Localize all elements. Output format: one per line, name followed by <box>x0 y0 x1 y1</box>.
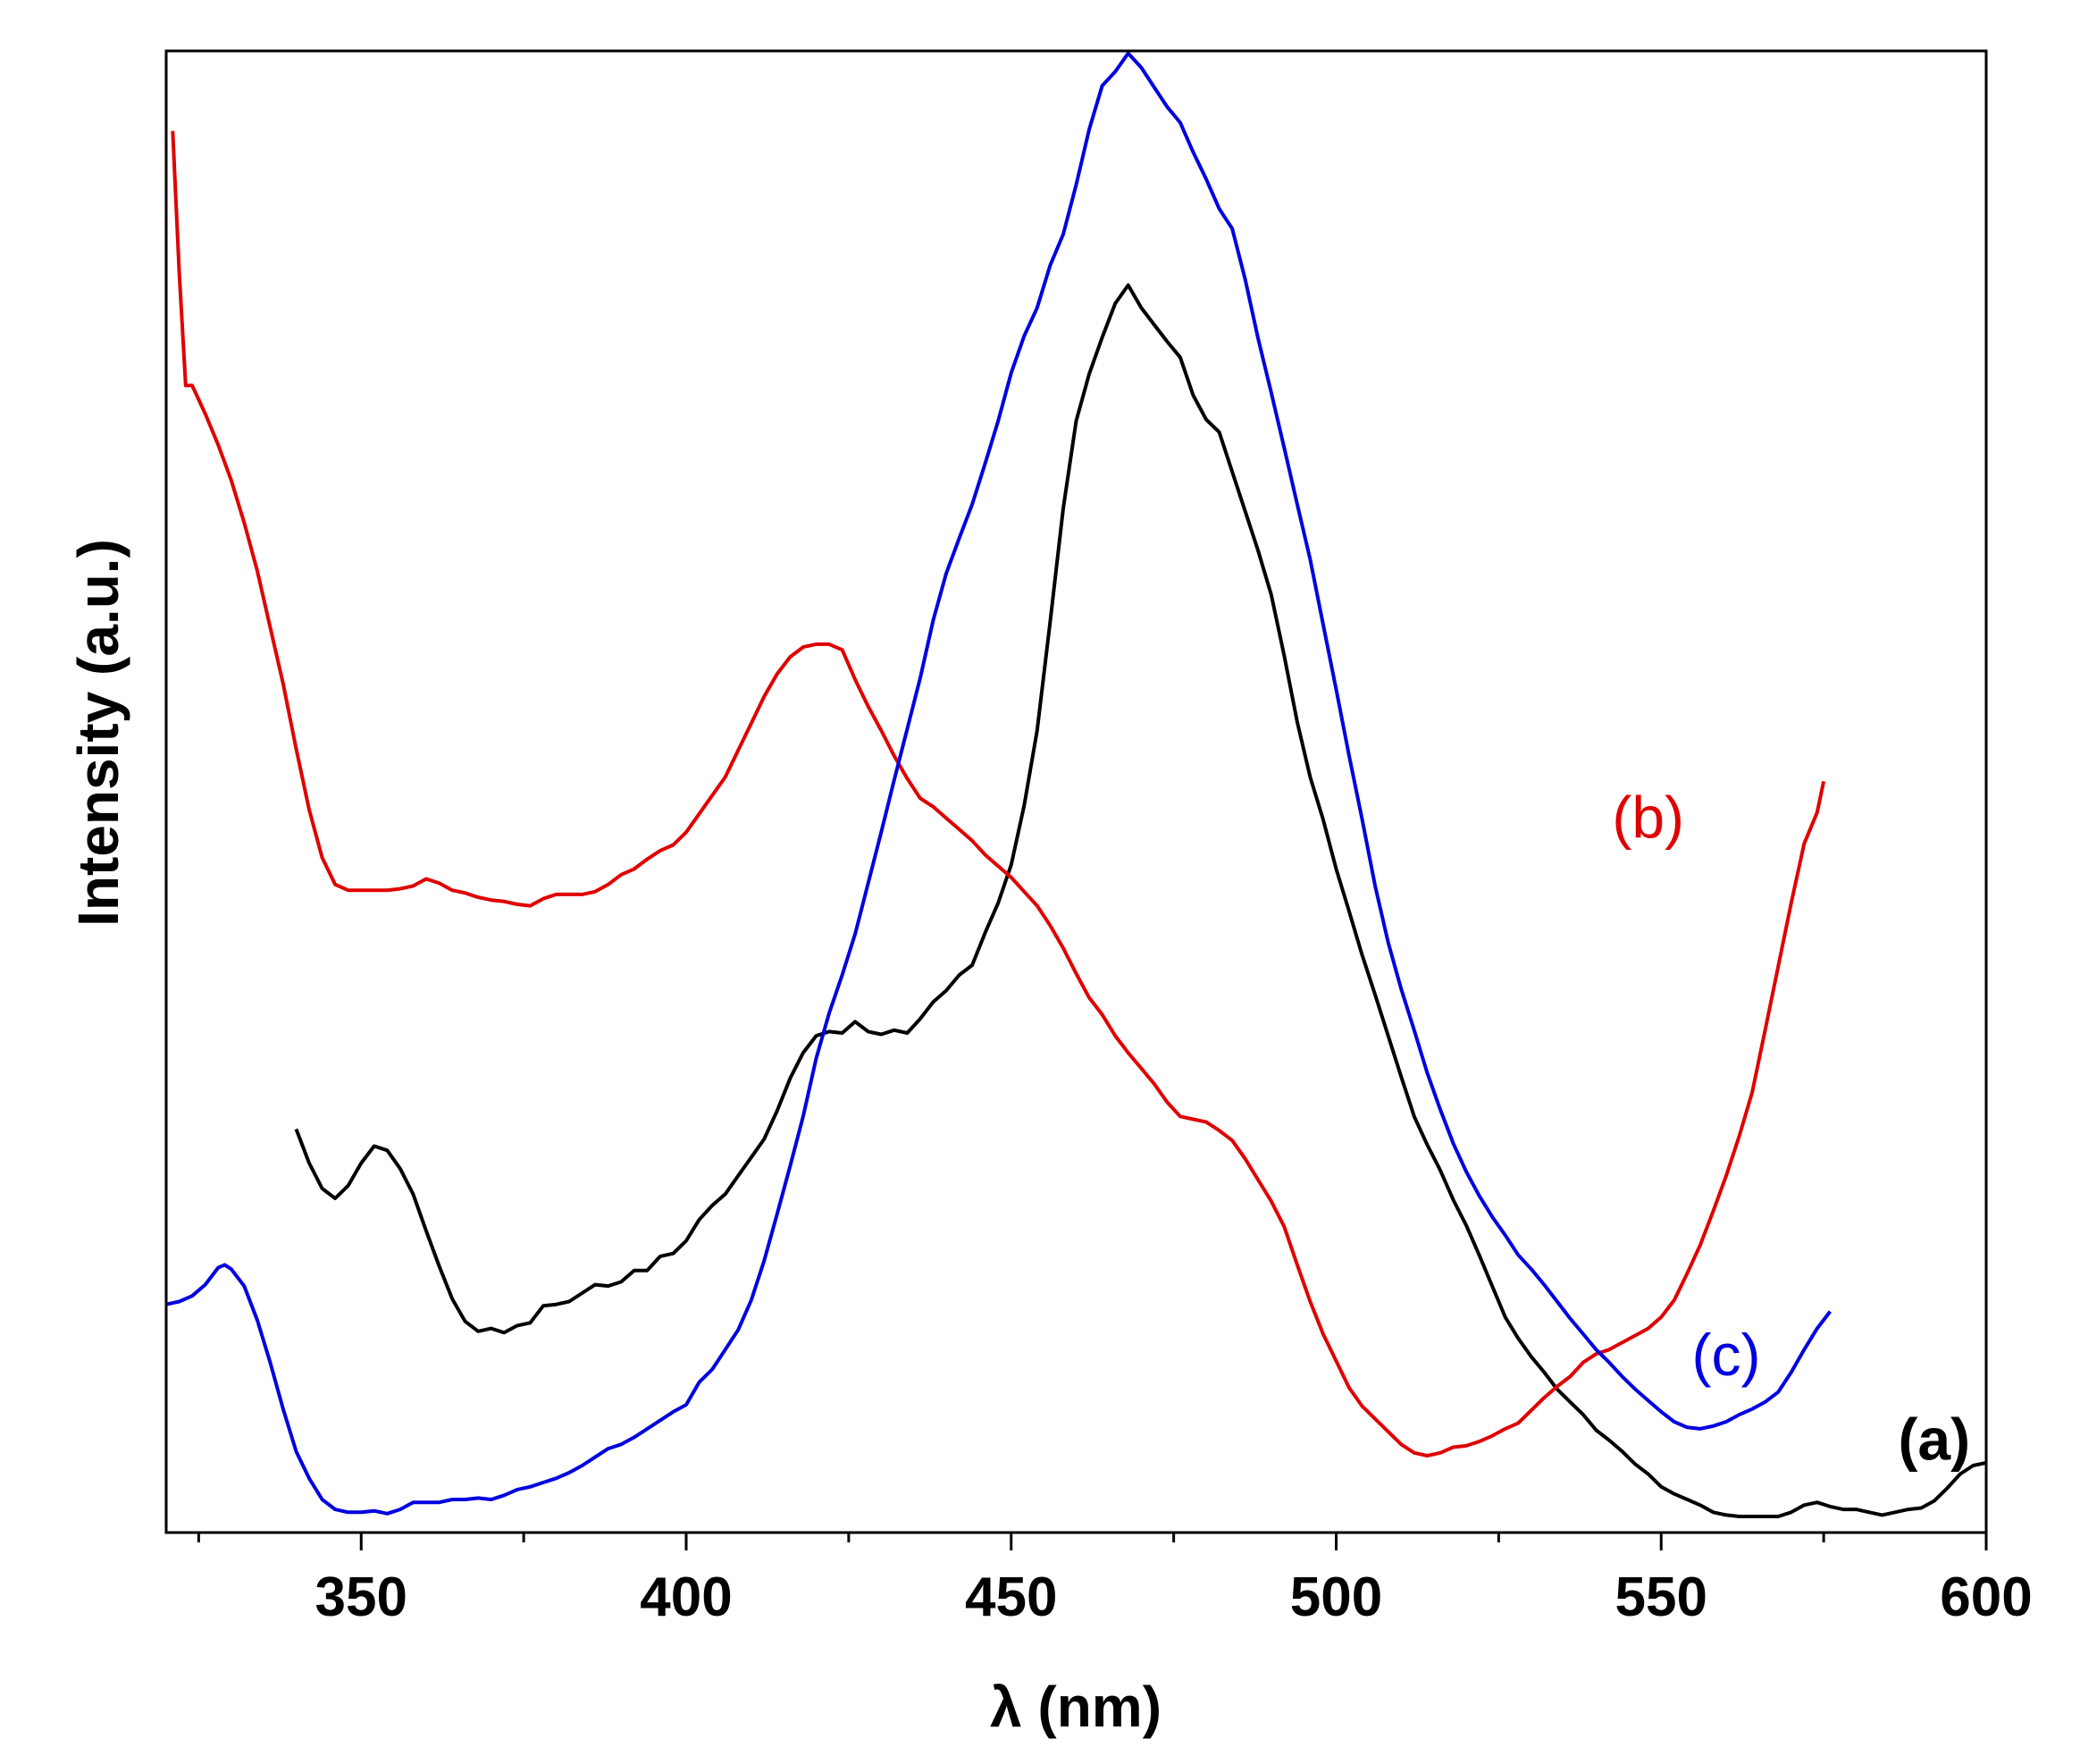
x-ticks: 350 400 450 500 550 600 <box>197 1533 2033 1628</box>
x-axis-title: λ (nm) <box>990 1675 1162 1739</box>
x-tick-label: 550 <box>1615 1567 1707 1628</box>
x-tick-label: 450 <box>965 1567 1057 1628</box>
y-axis-title: Intensity (a.u.) <box>66 539 130 927</box>
x-tick-label: 500 <box>1290 1567 1382 1628</box>
series-line-c <box>165 51 1832 1516</box>
series-label-b: (b) <box>1612 785 1684 851</box>
x-tick-label: 600 <box>1940 1567 2032 1628</box>
series-line-b <box>171 130 1826 1457</box>
series-label-c: (c) <box>1692 1322 1761 1388</box>
x-tick-label: 350 <box>315 1567 407 1628</box>
plot-frame <box>164 49 1988 1534</box>
series-layer <box>165 51 1987 1518</box>
series-line-a <box>294 283 1987 1518</box>
series-label-a: (a) <box>1898 1407 1970 1473</box>
series-labels: (a) (b) (c) <box>1612 785 1970 1473</box>
x-tick-label: 400 <box>640 1567 732 1628</box>
